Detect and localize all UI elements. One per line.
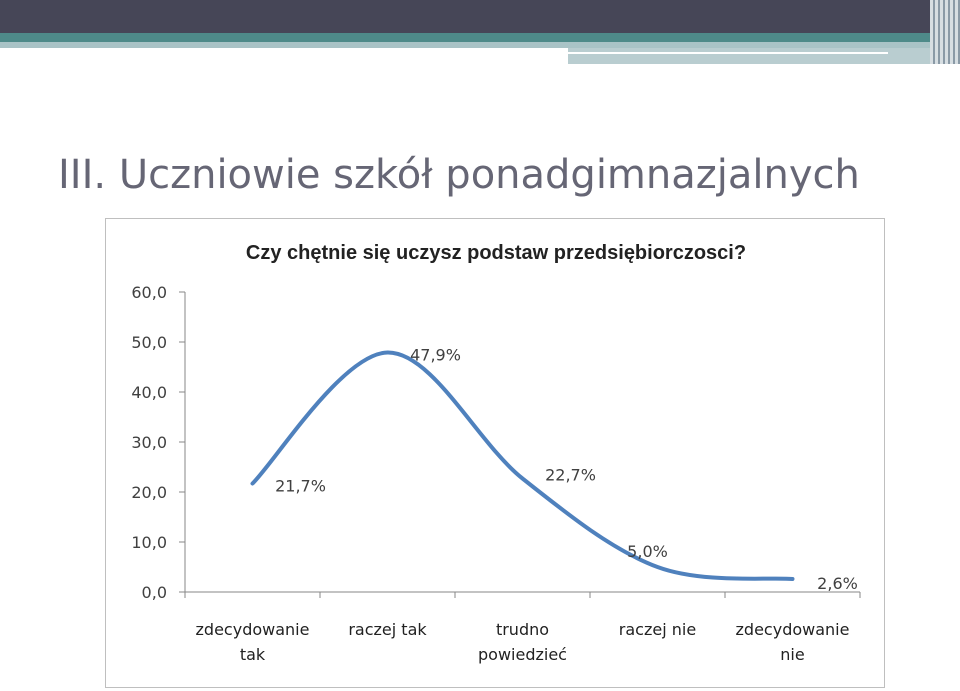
header-bar	[0, 0, 960, 33]
header-accent-band	[0, 33, 960, 42]
data-label: 2,6%	[817, 574, 858, 593]
data-label: 22,7%	[545, 466, 596, 485]
x-category-label: raczej tak	[348, 620, 427, 639]
slide-title: III. Uczniowie szkół ponadgimnazjalnych	[58, 152, 860, 198]
header-thin-line	[568, 52, 888, 54]
x-category-label: zdecydowanie tak	[196, 620, 310, 664]
y-tick-label: 20,0	[131, 483, 167, 502]
data-label: 5,0%	[627, 542, 668, 561]
x-category-label: trudno powiedzieć	[478, 620, 567, 664]
header-stripes	[930, 0, 960, 64]
y-tick-label: 30,0	[131, 433, 167, 452]
y-tick-label: 0,0	[142, 583, 167, 602]
data-label: 21,7%	[275, 477, 326, 496]
chart-title: Czy chętnie się uczysz podstaw przedsięb…	[246, 242, 746, 264]
chart-frame	[105, 218, 885, 688]
series-line	[250, 350, 795, 581]
header-pale-band	[0, 42, 960, 48]
y-tick-label: 10,0	[131, 533, 167, 552]
y-tick-label: 50,0	[131, 333, 167, 352]
x-category-label: zdecydowanie nie	[736, 620, 850, 664]
x-category-label: raczej nie	[619, 620, 696, 639]
data-label: 47,9%	[410, 346, 461, 365]
y-tick-label: 60,0	[131, 283, 167, 302]
y-tick-label: 40,0	[131, 383, 167, 402]
